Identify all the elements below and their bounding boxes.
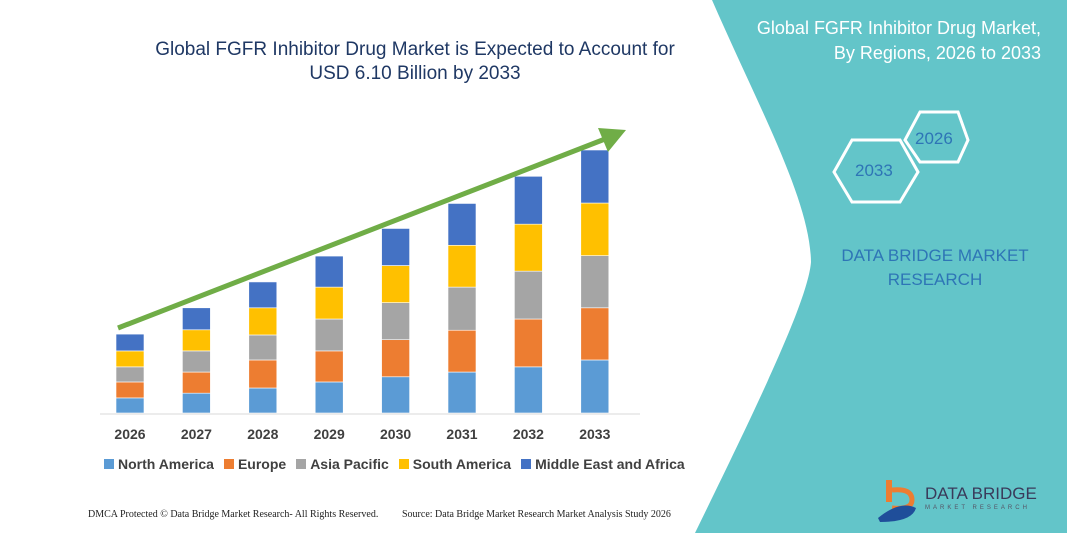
bar-2028-middle-east-and-africa [248, 281, 278, 309]
brand-text: DATA BRIDGE MARKET RESEARCH [820, 244, 1050, 292]
bar-2027-south-america [182, 329, 211, 352]
bar-2026-asia-pacific [115, 366, 145, 383]
legend-item: South America [398, 456, 512, 472]
x-tick-2033: 2033 [579, 426, 610, 442]
x-tick-2029: 2029 [314, 426, 345, 442]
chart-title: Global FGFR Inhibitor Drug Market is Exp… [155, 39, 675, 84]
bar-2031-europe [447, 329, 477, 373]
legend-label: Asia Pacific [310, 456, 389, 472]
x-tick-2027: 2027 [181, 426, 212, 442]
hexagon-2033 [832, 138, 920, 204]
bar-2031-south-america [447, 244, 477, 288]
footer-source: Source: Data Bridge Market Research Mark… [402, 509, 671, 520]
bar-2029-middle-east-and-africa [314, 255, 344, 288]
bar-2033-middle-east-and-africa [580, 149, 610, 204]
legend-swatch [104, 459, 114, 469]
bar-2029-north-america [314, 381, 344, 414]
bar-2026-north-america [115, 397, 145, 414]
bar-2026-europe [115, 381, 145, 399]
logo-name: DATA BRIDGE [925, 484, 1037, 503]
brand-line1: DATA BRIDGE MARKET [841, 246, 1029, 265]
side-panel-shape [695, 0, 1067, 533]
bar-2027-middle-east-and-africa [182, 307, 211, 331]
bar-2029-asia-pacific [314, 318, 344, 352]
logo-sub: MARKET RESEARCH [925, 505, 1030, 511]
brand-line2: RESEARCH [887, 270, 983, 289]
bar-2033-europe [580, 307, 610, 361]
legend-item: Middle East and Africa [521, 456, 685, 472]
bar-2033-asia-pacific [580, 255, 610, 309]
x-tick-2032: 2032 [513, 426, 544, 442]
legend-item: Asia Pacific [296, 456, 389, 472]
legend-item: North America [104, 456, 214, 472]
side-title-line1: Global FGFR Inhibitor Drug Market, [756, 18, 1041, 38]
legend-label: South America [412, 456, 512, 472]
bar-2032-europe [514, 318, 543, 368]
bar-2028-asia-pacific [248, 334, 278, 361]
x-tick-2026: 2026 [114, 426, 145, 442]
trend-arrow [117, 128, 626, 331]
bar-2031-asia-pacific [447, 286, 477, 331]
bar-2033-south-america [580, 202, 610, 256]
bar-2032-asia-pacific [514, 270, 543, 320]
legend-label: Middle East and Africa [535, 456, 685, 472]
hex-label-end: 2033 [855, 161, 893, 180]
bar-2026-south-america [115, 350, 145, 368]
legend-swatch [398, 459, 409, 469]
bar-2030-asia-pacific [381, 302, 410, 341]
bar-2027-asia-pacific [182, 350, 211, 373]
bar-2030-europe [381, 339, 410, 378]
bar-2028-europe [248, 359, 278, 389]
side-panel-title: Global FGFR Inhibitor Drug Market, By Re… [721, 16, 1041, 66]
bar-2032-south-america [514, 223, 543, 272]
legend: North America Europe Asia Pacific South Ame… [104, 456, 685, 472]
bar-2028-north-america [248, 387, 278, 414]
bar-2033-north-america [580, 359, 610, 414]
bar-2030-middle-east-and-africa [381, 228, 410, 266]
bar-2032-north-america [514, 366, 543, 414]
bar-2031-middle-east-and-africa [447, 203, 477, 246]
bar-2030-north-america [381, 376, 410, 414]
bar-2028-south-america [248, 307, 278, 336]
x-tick-2028: 2028 [247, 426, 278, 442]
legend-swatch [223, 459, 234, 469]
x-tick-2030: 2030 [380, 426, 411, 442]
bars-group [115, 149, 610, 414]
bar-2029-south-america [314, 286, 344, 320]
x-tick-labels: 2026 2027 2028 2029 2030 2031 2032 2033 [114, 426, 610, 442]
legend-label: North America [118, 456, 214, 472]
legend-item: Europe [223, 456, 287, 472]
bar-2032-middle-east-and-africa [514, 176, 543, 225]
legend-swatch [521, 459, 532, 469]
bar-2027-europe [182, 371, 211, 394]
footer-copyright: DMCA Protected © Data Bridge Market Rese… [88, 509, 379, 520]
logo-icon [878, 480, 916, 522]
legend-swatch [296, 459, 307, 469]
bar-2029-europe [314, 350, 344, 383]
side-title-line2: By Regions, 2026 to 2033 [833, 43, 1041, 63]
bar-2030-south-america [381, 265, 410, 303]
legend-label: Europe [237, 456, 287, 472]
hexagon-2026 [903, 110, 970, 164]
bar-2031-north-america [447, 371, 477, 414]
hex-label-start: 2026 [915, 129, 953, 148]
x-tick-2031: 2031 [446, 426, 477, 442]
bar-2026-middle-east-and-africa [115, 333, 145, 352]
bar-2027-north-america [182, 392, 211, 414]
